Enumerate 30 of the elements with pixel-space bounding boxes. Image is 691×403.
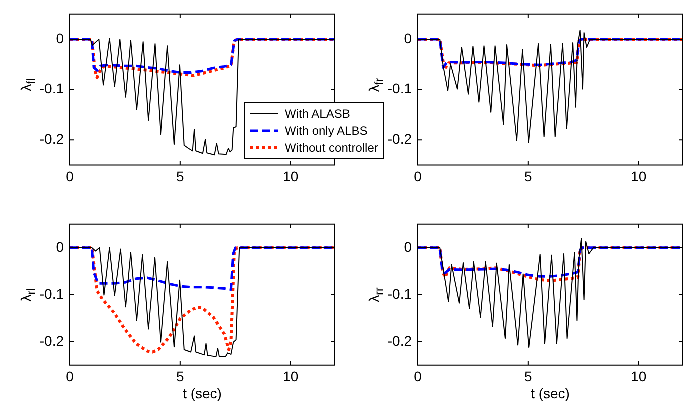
y-tick-label: 0 (56, 30, 64, 46)
legend-label: With only ALBS (285, 124, 368, 138)
x-tick-label: 10 (283, 168, 299, 184)
y-tick-label: -0.2 (388, 130, 412, 147)
y-tick-label: 0 (404, 238, 412, 255)
x-tick-label: 0 (66, 368, 74, 385)
x-tick-label: 5 (524, 368, 533, 385)
x-tick-label: 0 (414, 168, 422, 184)
y-tick-label: 0 (404, 30, 412, 46)
y-tick-label: -0.2 (40, 332, 64, 349)
x-tick-label: 0 (66, 168, 74, 184)
x-axis-title: t (sec) (183, 385, 222, 402)
x-tick-label: 0 (414, 368, 422, 385)
line-series (70, 246, 335, 291)
legend-label: Without controller (285, 140, 378, 154)
x-axis-title: t (sec) (531, 385, 570, 402)
y-tick-label: -0.2 (40, 130, 64, 147)
x-tick-label: 10 (631, 368, 647, 385)
y-tick-label: -0.2 (388, 332, 412, 349)
legend-label: With ALASB (285, 106, 350, 120)
y-tick-label: -0.1 (40, 80, 64, 97)
x-tick-label: 10 (631, 168, 647, 184)
x-tick-label: 5 (524, 168, 533, 184)
x-tick-label: 5 (176, 168, 185, 184)
x-tick-label: 10 (283, 368, 299, 385)
x-tick-label: 5 (176, 368, 185, 385)
y-tick-label: -0.1 (40, 286, 64, 302)
y-tick-label: 0 (56, 238, 64, 255)
y-tick-label: -0.1 (388, 286, 412, 302)
y-tick-label: -0.1 (388, 80, 412, 97)
